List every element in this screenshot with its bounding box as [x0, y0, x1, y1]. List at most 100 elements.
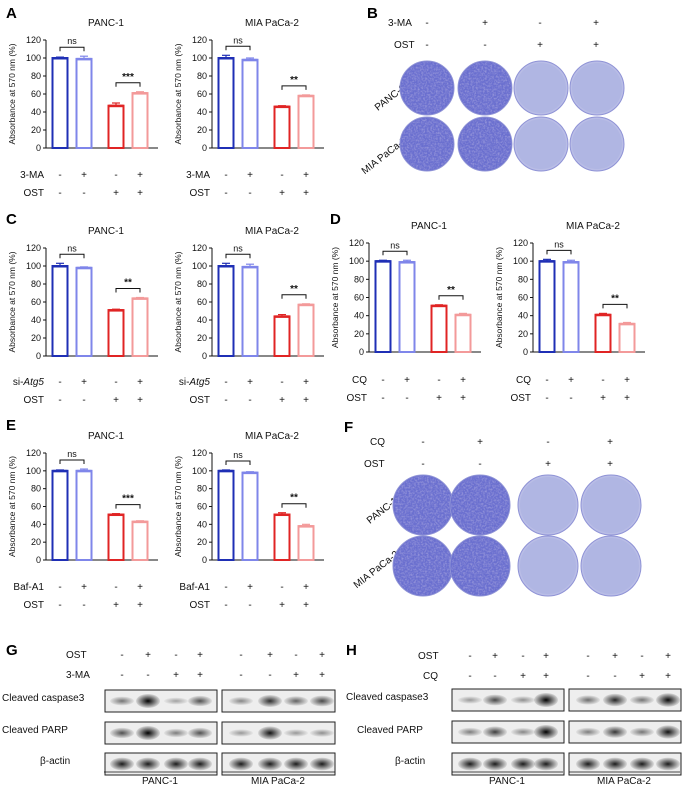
wb-ost-sign: - — [586, 651, 589, 662]
row2-sign: + — [279, 600, 285, 611]
chart-a-1: MIA PaCa-2 Absorbance at 570 nm (%) 0 20 40 6… — [173, 18, 324, 199]
y-tick-label: 60 — [31, 89, 41, 99]
bar — [538, 260, 556, 353]
blot-band — [603, 693, 627, 707]
wb-treat-sign: + — [319, 670, 325, 681]
bar-top — [455, 313, 471, 317]
row1-sign: - — [280, 170, 283, 181]
y-tick-label: 60 — [354, 293, 364, 303]
y-tick-label: 80 — [31, 71, 41, 81]
panel-h-western: OST CQ - - + - - + + + - - + - - + + + Cleaved caspase3… — [346, 651, 682, 786]
row2-label: OST — [189, 395, 210, 406]
y-tick-label: 40 — [197, 519, 207, 529]
row1-sign: + — [404, 375, 410, 386]
wb-g-band-label-2: β-actin — [40, 756, 70, 767]
y-tick-label: 80 — [518, 274, 528, 284]
chart-d-5: MIA PaCa-2 Absorbance at 570 nm (%) 0 20 40 6… — [494, 221, 645, 404]
row2-sign: + — [436, 393, 442, 404]
bar — [454, 313, 472, 353]
row2-label: OST — [189, 188, 210, 199]
wb-treat-sign: - — [120, 670, 123, 681]
bar-top — [274, 105, 290, 109]
bar-top — [274, 315, 290, 318]
wb-treat-sign: + — [173, 670, 179, 681]
bar-top — [132, 520, 148, 524]
bar — [75, 266, 93, 357]
bar-top — [595, 313, 611, 317]
blot-band — [458, 696, 482, 704]
y-tick-label: 100 — [26, 466, 41, 476]
y-tick-label: 80 — [31, 484, 41, 494]
wb-ost-sign: - — [174, 650, 177, 661]
blot-band — [630, 757, 654, 771]
bar — [75, 57, 93, 149]
blot-band — [310, 757, 334, 771]
plate-sheen — [516, 63, 566, 113]
row1-sign: - — [280, 377, 283, 388]
y-tick-label: 20 — [31, 537, 41, 547]
row2-label: OST — [23, 188, 44, 199]
bar — [131, 297, 149, 357]
row1-sign: + — [81, 377, 87, 388]
y-tick-label: 60 — [31, 502, 41, 512]
y-tick-label: 0 — [36, 555, 41, 565]
wb-ost-sign: + — [492, 651, 498, 662]
wb-ost-sign: + — [145, 650, 151, 661]
sig-bracket — [225, 45, 251, 51]
row1-sign: - — [114, 170, 117, 181]
row1-label-prefix: si- — [13, 377, 24, 388]
bar-top — [76, 57, 92, 61]
bar-top — [242, 265, 258, 269]
plate-colonies — [401, 118, 453, 170]
blot-strip — [451, 752, 565, 776]
sig-label: ns — [390, 240, 400, 250]
y-tick-label: 100 — [26, 53, 41, 63]
y-tick-label: 20 — [31, 125, 41, 135]
plate-f-sign-r1-2: - — [546, 437, 549, 448]
panel-label-d: D — [330, 211, 341, 228]
y-tick-label: 60 — [197, 297, 207, 307]
blot-band — [630, 727, 654, 737]
y-tick-label: 40 — [31, 107, 41, 117]
blot-band — [630, 695, 654, 705]
sig-bracket — [225, 460, 251, 465]
wb-h-group-panc: PANC-1 — [489, 776, 525, 786]
plate-colonies — [401, 62, 453, 114]
row1-sign: + — [303, 377, 309, 388]
blot-strip — [104, 689, 218, 713]
blot-band — [284, 696, 308, 706]
sig-label: ** — [290, 75, 298, 86]
blot-band — [188, 727, 212, 739]
row1-label: 3-MA — [20, 170, 44, 181]
y-tick-label: 40 — [31, 519, 41, 529]
bar — [51, 469, 69, 562]
chart-e-7: MIA PaCa-2 Absorbance at 570 nm (%) 0 20 40 6… — [173, 431, 324, 611]
sig-bracket — [546, 249, 572, 255]
row2-sign: - — [58, 188, 61, 199]
blot-band — [534, 757, 558, 771]
wb-treat-sign: + — [197, 670, 203, 681]
bar — [618, 322, 636, 354]
wb-ost-sign: + — [267, 650, 273, 661]
sig-bracket — [59, 253, 85, 259]
panel-b-plates: 3-MA OST - + - + - - + + PANC-1 MIA PaCa… — [360, 18, 625, 177]
blot-band — [534, 693, 558, 707]
plate-b-sign-r2-1: - — [483, 40, 486, 51]
plate-f-sign-r1-0: - — [421, 437, 424, 448]
bar — [297, 525, 315, 561]
blot-band — [136, 694, 160, 708]
row1-sign: - — [381, 375, 384, 386]
bar — [374, 260, 392, 353]
blot-band — [483, 757, 507, 771]
blot-band — [576, 757, 600, 771]
sig-bracket — [115, 504, 141, 509]
row1-sign: - — [224, 377, 227, 388]
bar — [51, 265, 69, 357]
panel-label-g: G — [6, 642, 18, 659]
chart-title: PANC-1 — [88, 226, 124, 237]
row1-label: 3-MA — [186, 170, 210, 181]
sig-bracket — [59, 459, 85, 465]
y-tick-label: 0 — [36, 351, 41, 361]
bar-top — [52, 469, 68, 473]
row1-sign: + — [137, 377, 143, 388]
